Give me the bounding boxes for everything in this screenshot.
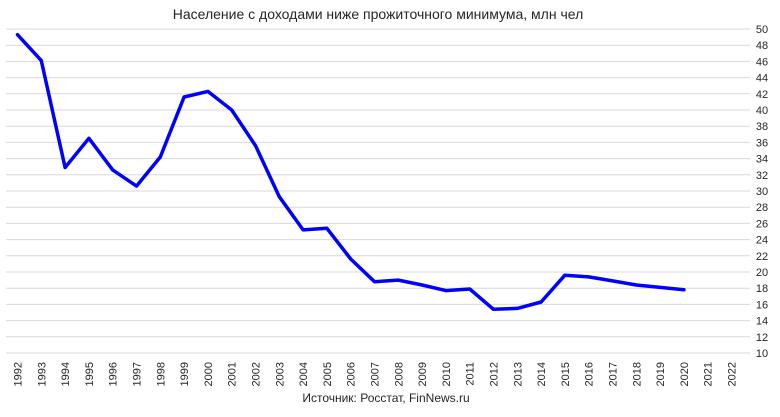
y-tick-label-20: 20 bbox=[756, 267, 768, 279]
y-tick-labels: 10 12 14 16 18 20 22 24 26 28 30 32 34 36 38 40 42 44 46 48… bbox=[756, 24, 768, 360]
y-tick-label-46: 46 bbox=[756, 56, 768, 68]
data-point-1992 bbox=[16, 33, 19, 37]
x-tick-label-2003: 2003 bbox=[274, 362, 286, 386]
data-point-1998 bbox=[158, 155, 162, 159]
x-tick-label-2009: 2009 bbox=[417, 362, 429, 386]
x-tick-label-2020: 2020 bbox=[679, 362, 691, 386]
x-tick-label-2004: 2004 bbox=[298, 362, 310, 386]
x-tick-label-1994: 1994 bbox=[60, 362, 72, 386]
y-tick-label-26: 26 bbox=[756, 218, 768, 230]
data-point-2003 bbox=[277, 195, 281, 199]
x-tick-label-2005: 2005 bbox=[322, 362, 334, 386]
y-tick-label-48: 48 bbox=[756, 40, 768, 52]
x-tick-label-1995: 1995 bbox=[84, 362, 96, 386]
y-tick-label-16: 16 bbox=[756, 299, 768, 311]
y-tick-label-38: 38 bbox=[756, 121, 768, 133]
x-tick-label-1999: 1999 bbox=[179, 362, 191, 386]
x-tick-label-2006: 2006 bbox=[346, 362, 358, 386]
data-point-2017 bbox=[611, 279, 614, 283]
series-group bbox=[15, 32, 686, 312]
x-tick-label-2002: 2002 bbox=[251, 362, 263, 386]
x-tick-label-2015: 2015 bbox=[560, 362, 572, 386]
data-point-2001 bbox=[230, 108, 234, 112]
data-point-1995 bbox=[87, 136, 91, 140]
data-point-2016 bbox=[587, 275, 591, 279]
y-tick-label-12: 12 bbox=[756, 332, 768, 344]
source-note: Источник: Росстат, FinNews.ru bbox=[302, 391, 469, 405]
data-point-2018 bbox=[634, 283, 638, 287]
y-tick-label-18: 18 bbox=[756, 283, 768, 295]
data-point-2006 bbox=[349, 257, 353, 261]
data-point-2002 bbox=[254, 144, 257, 148]
y-tick-label-28: 28 bbox=[756, 202, 768, 214]
x-tick-label-1993: 1993 bbox=[36, 362, 48, 386]
y-tick-label-10: 10 bbox=[756, 348, 768, 360]
data-point-2012 bbox=[492, 307, 495, 311]
x-tick-label-1998: 1998 bbox=[155, 362, 167, 386]
x-tick-label-2021: 2021 bbox=[703, 362, 715, 386]
x-tick-label-2013: 2013 bbox=[512, 362, 524, 386]
data-point-2008 bbox=[396, 278, 400, 282]
data-point-1993 bbox=[39, 59, 43, 63]
x-tick-label-2011: 2011 bbox=[465, 362, 477, 386]
x-tick-label-1997: 1997 bbox=[132, 362, 144, 386]
chart-title: Население с доходами ниже прожиточного м… bbox=[173, 6, 584, 22]
data-point-2014 bbox=[539, 300, 543, 304]
x-tick-label-2008: 2008 bbox=[393, 362, 405, 386]
data-point-2011 bbox=[468, 287, 472, 291]
gridlines bbox=[6, 28, 750, 354]
data-point-1994 bbox=[63, 166, 67, 169]
x-tick-label-2018: 2018 bbox=[631, 362, 643, 386]
x-tick-label-2007: 2007 bbox=[370, 362, 382, 386]
y-tick-label-14: 14 bbox=[756, 316, 768, 328]
y-tick-label-36: 36 bbox=[756, 137, 768, 149]
data-point-2004 bbox=[301, 228, 305, 232]
y-tick-label-22: 22 bbox=[756, 251, 768, 263]
y-tick-label-44: 44 bbox=[756, 73, 768, 85]
x-tick-label-2016: 2016 bbox=[584, 362, 596, 386]
x-tick-labels: 1992 1993 1994 1995 1996 1997 1998 1999 2000 2001… bbox=[13, 362, 739, 386]
x-tick-label-1992: 1992 bbox=[13, 362, 25, 386]
data-point-2015 bbox=[563, 273, 567, 277]
x-tick-label-1996: 1996 bbox=[108, 362, 120, 386]
data-point-2005 bbox=[325, 226, 329, 230]
x-tick-label-2017: 2017 bbox=[608, 362, 620, 386]
data-point-1996 bbox=[111, 168, 115, 172]
x-tick-label-2012: 2012 bbox=[489, 362, 501, 386]
y-tick-label-40: 40 bbox=[756, 105, 768, 117]
y-tick-label-30: 30 bbox=[756, 186, 768, 198]
x-tick-label-2000: 2000 bbox=[203, 362, 215, 386]
x-tick-label-2010: 2010 bbox=[441, 362, 453, 386]
data-point-2007 bbox=[373, 280, 376, 284]
x-tick-label-2022: 2022 bbox=[727, 362, 739, 386]
y-tick-label-50: 50 bbox=[756, 24, 768, 36]
x-tick-label-2001: 2001 bbox=[227, 362, 239, 386]
x-tick-label-2019: 2019 bbox=[655, 362, 667, 386]
data-point-1997 bbox=[135, 184, 138, 188]
y-tick-label-34: 34 bbox=[756, 154, 768, 166]
data-point-2013 bbox=[515, 306, 519, 310]
data-point-2020 bbox=[682, 288, 686, 292]
data-point-2019 bbox=[658, 285, 662, 289]
data-point-2009 bbox=[420, 283, 424, 287]
data-point-1999 bbox=[182, 95, 186, 99]
data-point-2010 bbox=[444, 289, 448, 293]
y-tick-label-42: 42 bbox=[756, 89, 768, 101]
y-tick-label-32: 32 bbox=[756, 170, 768, 182]
y-tick-label-24: 24 bbox=[756, 235, 768, 247]
data-point-2000 bbox=[206, 89, 210, 93]
series-line-0 bbox=[15, 32, 686, 312]
x-tick-label-2014: 2014 bbox=[536, 362, 548, 386]
